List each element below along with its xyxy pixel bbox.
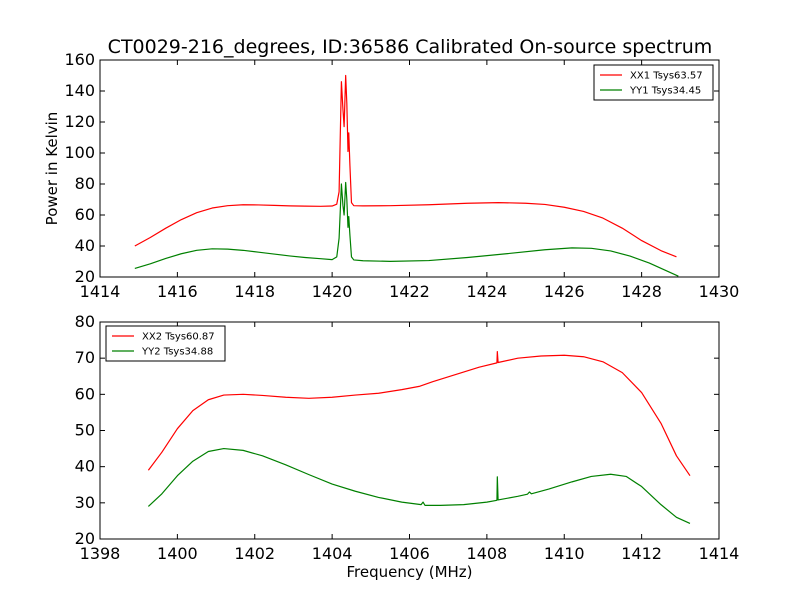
x-tick-label: 1408 — [467, 544, 508, 563]
x-tick-label: 1400 — [157, 544, 198, 563]
x-tick-label: 1428 — [621, 282, 662, 301]
y-tick-label: 120 — [64, 112, 95, 131]
legend-label: XX2 Tsys60.87 — [142, 332, 215, 343]
series-line-1-2 — [134, 181, 679, 277]
x-tick-label: 1424 — [467, 282, 508, 301]
y-tick-label: 20 — [75, 267, 95, 286]
x-tick-label: 1398 — [80, 544, 121, 563]
x-tick-label: 1420 — [312, 282, 353, 301]
series-line-2-1 — [147, 351, 691, 477]
y-tick-label: 20 — [75, 529, 95, 548]
y-tick-label: 100 — [64, 143, 95, 162]
x-axis-label: Frequency (MHz) — [346, 563, 472, 581]
x-tick-label: 1426 — [544, 282, 585, 301]
y-tick-label: 40 — [75, 236, 95, 255]
series-line-2-2 — [147, 447, 691, 524]
y-tick-label: 30 — [75, 493, 95, 512]
x-tick-label: 1412 — [621, 544, 662, 563]
legend-label: XX1 Tsys63.57 — [630, 71, 703, 82]
y-tick-label: 60 — [75, 384, 95, 403]
x-tick-label: 1418 — [234, 282, 275, 301]
x-tick-label: 1414 — [699, 544, 740, 563]
legend-label: YY2 Tsys34.88 — [141, 347, 213, 358]
legend-2: XX2 Tsys60.87 YY2 Tsys34.88 — [105, 325, 226, 362]
legend-1: XX1 Tsys63.57 YY1 Tsys34.45 — [593, 64, 714, 101]
x-tick-label: 1414 — [80, 282, 121, 301]
x-tick-label: 1404 — [312, 544, 353, 563]
y-tick-label: 80 — [75, 312, 95, 331]
legend-box — [593, 64, 714, 101]
legend-box — [105, 325, 226, 362]
y-tick-label: 80 — [75, 174, 95, 193]
x-tick-label: 1410 — [544, 544, 585, 563]
y-tick-label: 70 — [75, 348, 95, 367]
y-tick-label: 50 — [75, 421, 95, 440]
charts: 1414 1416 1418 1420 1422 1424 1426 1428 1430 20 40… — [43, 50, 739, 581]
legend-label: YY1 Tsys34.45 — [629, 86, 701, 97]
chart-title: CT0029-216_degrees, ID:36586 Calibrated … — [108, 36, 713, 58]
y-tick-label: 40 — [75, 457, 95, 476]
y-tick-label: 160 — [64, 50, 95, 69]
y-axis-label: Power in Kelvin — [43, 112, 61, 226]
x-tick-label: 1422 — [389, 282, 430, 301]
x-tick-label: 1416 — [157, 282, 198, 301]
x-tick-label: 1402 — [234, 544, 275, 563]
y-tick-label: 60 — [75, 205, 95, 224]
chart-panel-1: 1414 1416 1418 1420 1422 1424 1426 1428 1430 20 40… — [43, 50, 739, 301]
series-line-1-1 — [134, 74, 677, 258]
x-tick-label: 1430 — [699, 282, 740, 301]
y-tick-label: 140 — [64, 81, 95, 100]
chart-panel-2: 1398 1400 1402 1404 1406 1408 1410 1412 1414 20 30… — [75, 312, 740, 581]
x-tick-label: 1406 — [389, 544, 430, 563]
